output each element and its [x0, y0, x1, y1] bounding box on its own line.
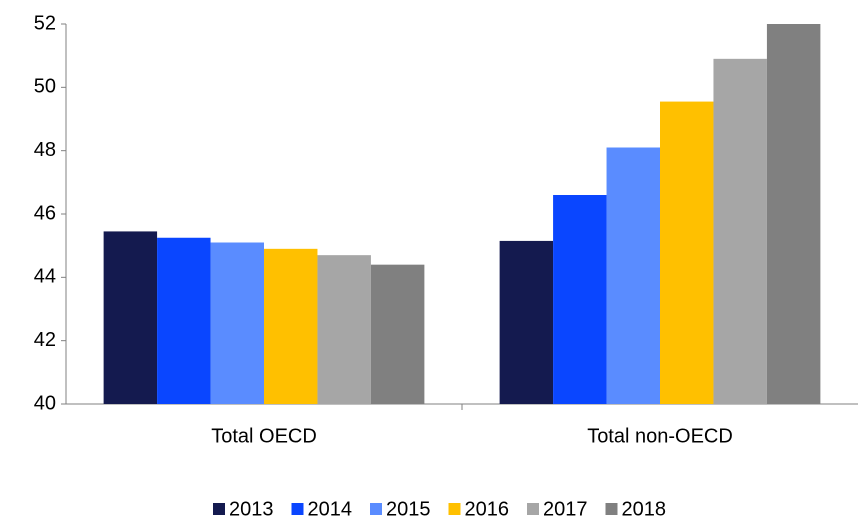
bar — [264, 248, 318, 404]
legend-label: 2018 — [622, 498, 667, 519]
legend-swatch — [605, 503, 618, 515]
bar — [317, 255, 371, 404]
y-tick-label: 52 — [34, 12, 56, 34]
legend-swatch — [448, 503, 461, 515]
legend-label: 2016 — [465, 498, 510, 519]
bar — [553, 195, 607, 404]
bar — [103, 231, 158, 404]
legend-label: 2013 — [229, 498, 274, 519]
bar — [499, 240, 554, 404]
legend-swatch — [370, 503, 382, 515]
bar — [157, 237, 211, 404]
y-tick-label: 48 — [34, 139, 56, 161]
legend-swatch — [527, 503, 539, 515]
legend-label: 2014 — [308, 498, 353, 519]
y-tick-label: 40 — [34, 392, 56, 414]
bar — [766, 24, 821, 404]
y-tick-label: 44 — [34, 266, 56, 288]
legend-label: 2017 — [543, 498, 588, 519]
bar — [606, 147, 660, 404]
bar — [210, 242, 264, 404]
y-tick-label: 42 — [34, 329, 56, 351]
x-tick-label: Total non-OECD — [587, 425, 733, 447]
bar — [713, 58, 767, 404]
legend-swatch — [213, 503, 225, 515]
y-tick-label: 46 — [34, 202, 56, 224]
legend-label: 2015 — [386, 498, 431, 519]
legend-swatch — [291, 503, 304, 515]
y-tick-label: 50 — [34, 76, 56, 98]
bar — [370, 264, 425, 404]
bar — [660, 101, 714, 404]
x-tick-label: Total OECD — [211, 425, 317, 447]
